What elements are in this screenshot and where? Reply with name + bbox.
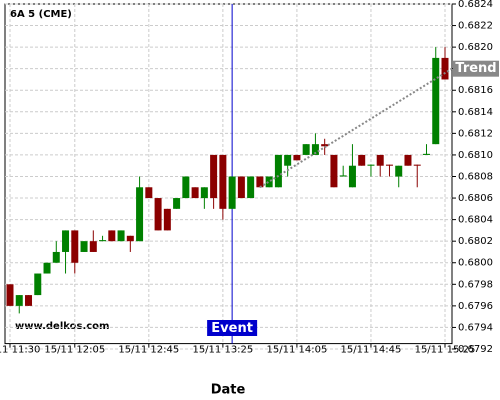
- y-tick-label: 0.6816: [458, 85, 493, 96]
- candle-body: [284, 154, 292, 166]
- candle-body: [173, 198, 181, 209]
- y-tick-label: 0.6802: [458, 236, 493, 247]
- y-tick-label: 0.6806: [458, 193, 493, 204]
- y-tick-label: 0.6796: [458, 301, 493, 312]
- candle-body: [25, 295, 33, 306]
- candle-body: [441, 57, 449, 80]
- x-tick-label: 15/11 13:25: [192, 345, 253, 356]
- candle-body: [348, 165, 356, 188]
- candle-body: [228, 176, 236, 209]
- candle-body: [274, 154, 282, 188]
- y-tick-label: 0.6820: [458, 42, 493, 53]
- candle-body: [210, 154, 218, 199]
- candle-body: [237, 176, 245, 199]
- candle-body: [256, 176, 264, 188]
- candle-body: [154, 198, 162, 231]
- candle-body: [395, 165, 403, 177]
- chart-title: 6A 5 (CME): [10, 9, 72, 20]
- candle-body: [136, 187, 144, 242]
- x-tick-label: 15/11 12:05: [44, 345, 105, 356]
- y-tick-label: 0.6810: [458, 150, 493, 161]
- x-tick-label: 15/11 15:25: [415, 345, 476, 356]
- candle-body: [200, 187, 208, 199]
- y-tick-label: 0.6804: [458, 215, 493, 226]
- candle-body: [330, 154, 338, 188]
- y-tick-label: 0.6794: [458, 322, 493, 333]
- event-label: Event: [211, 321, 253, 336]
- candle-body: [71, 230, 79, 263]
- y-tick-label: 0.6800: [458, 258, 493, 269]
- plot-frame: [4, 3, 453, 345]
- x-tick-label: 15/11 14:05: [267, 345, 328, 356]
- candle-body: [182, 176, 190, 199]
- candle-body: [52, 251, 60, 263]
- candle-body: [62, 230, 70, 252]
- candle-body: [367, 164, 375, 166]
- candle-body: [15, 295, 23, 306]
- candle-body: [339, 175, 347, 177]
- event-label-box: [207, 320, 258, 336]
- candle-body: [358, 154, 366, 166]
- candle-body: [321, 144, 329, 147]
- candle-body: [80, 241, 88, 252]
- x-tick-label: 15/11 11:30: [0, 345, 40, 356]
- candle-body: [89, 241, 97, 252]
- candle-body: [117, 230, 125, 242]
- x-tick-label: 15/11 14:45: [341, 345, 402, 356]
- y-tick-label: 0.6812: [458, 128, 493, 139]
- trend-label-box: [453, 60, 499, 77]
- x-tick-label: 15/11 12:45: [118, 345, 179, 356]
- watermark: www.delkos.com: [15, 321, 109, 332]
- candle-body: [376, 154, 384, 166]
- candle-body: [432, 57, 440, 145]
- y-tick-label: 0.6824: [458, 0, 493, 10]
- y-tick-label: 0.6792: [458, 344, 493, 355]
- candle-body: [99, 240, 107, 242]
- y-tick-label: 0.6822: [458, 21, 493, 32]
- candle-body: [404, 154, 412, 166]
- candle-body: [422, 153, 430, 155]
- trend-label: Trend: [455, 61, 496, 76]
- candle-body: [385, 164, 393, 166]
- candle-body: [145, 187, 153, 199]
- candle-body: [6, 284, 14, 306]
- candle-body: [108, 230, 116, 242]
- candle-body: [413, 164, 421, 166]
- candle-body: [265, 176, 273, 188]
- candle-body: [191, 187, 199, 199]
- candle-body: [219, 154, 227, 209]
- candle-body: [247, 176, 255, 199]
- candle-body: [293, 154, 301, 161]
- candle-body: [34, 273, 42, 296]
- candle-body: [302, 144, 310, 155]
- candle-body: [163, 208, 171, 231]
- y-tick-label: 0.6814: [458, 107, 493, 118]
- candle-body: [126, 235, 134, 242]
- y-tick-label: 0.6808: [458, 171, 493, 182]
- x-axis-label: Date: [211, 383, 246, 398]
- candle-body: [43, 262, 51, 274]
- candle-body: [311, 144, 319, 155]
- trend-line: [259, 67, 453, 189]
- y-tick-label: 0.6798: [458, 279, 493, 290]
